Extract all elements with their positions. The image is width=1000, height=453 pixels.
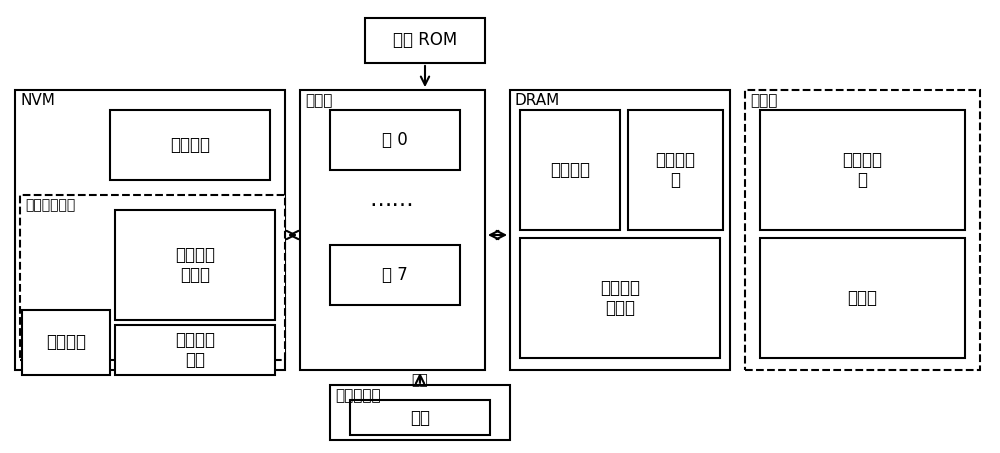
- Bar: [330, 385, 510, 440]
- Bar: [760, 110, 965, 230]
- Text: 固件 ROM: 固件 ROM: [393, 32, 457, 49]
- Text: 核 7: 核 7: [382, 266, 408, 284]
- Text: DRAM: DRAM: [515, 93, 560, 108]
- Bar: [20, 195, 285, 360]
- Bar: [115, 210, 275, 320]
- Text: NVM: NVM: [20, 93, 55, 108]
- Text: 中断向量
表: 中断向量 表: [842, 150, 883, 189]
- Text: 被保护: 被保护: [750, 93, 777, 108]
- Text: 快速恢复
标志: 快速恢复 标志: [175, 331, 215, 369]
- Text: ……: ……: [370, 190, 414, 210]
- Text: 静态数据: 静态数据: [46, 333, 86, 352]
- Bar: [510, 90, 730, 370]
- Text: 镜像服务器: 镜像服务器: [335, 388, 381, 403]
- Text: 远程: 远程: [412, 373, 428, 387]
- Bar: [350, 400, 490, 435]
- Bar: [15, 90, 285, 370]
- Text: 静态数据: 静态数据: [550, 161, 590, 179]
- Text: 运行时数
据: 运行时数 据: [656, 150, 696, 189]
- Bar: [628, 110, 723, 230]
- Bar: [110, 110, 270, 180]
- Text: 通信中间
件状态: 通信中间 件状态: [600, 279, 640, 318]
- Bar: [520, 110, 620, 230]
- Bar: [115, 325, 275, 375]
- Text: （临时数据）: （临时数据）: [25, 198, 75, 212]
- Text: 通信中间
件状态: 通信中间 件状态: [175, 246, 215, 284]
- Bar: [760, 238, 965, 358]
- Bar: [22, 310, 110, 375]
- Bar: [745, 90, 980, 370]
- Text: 核 0: 核 0: [382, 131, 408, 149]
- Text: 处理器: 处理器: [305, 93, 332, 108]
- Text: 引导固件: 引导固件: [170, 136, 210, 154]
- Bar: [520, 238, 720, 358]
- Bar: [365, 18, 485, 63]
- Bar: [330, 245, 460, 305]
- Text: 代码段: 代码段: [848, 289, 878, 307]
- Bar: [330, 110, 460, 170]
- Bar: [300, 90, 485, 370]
- Text: 固件: 固件: [410, 409, 430, 427]
